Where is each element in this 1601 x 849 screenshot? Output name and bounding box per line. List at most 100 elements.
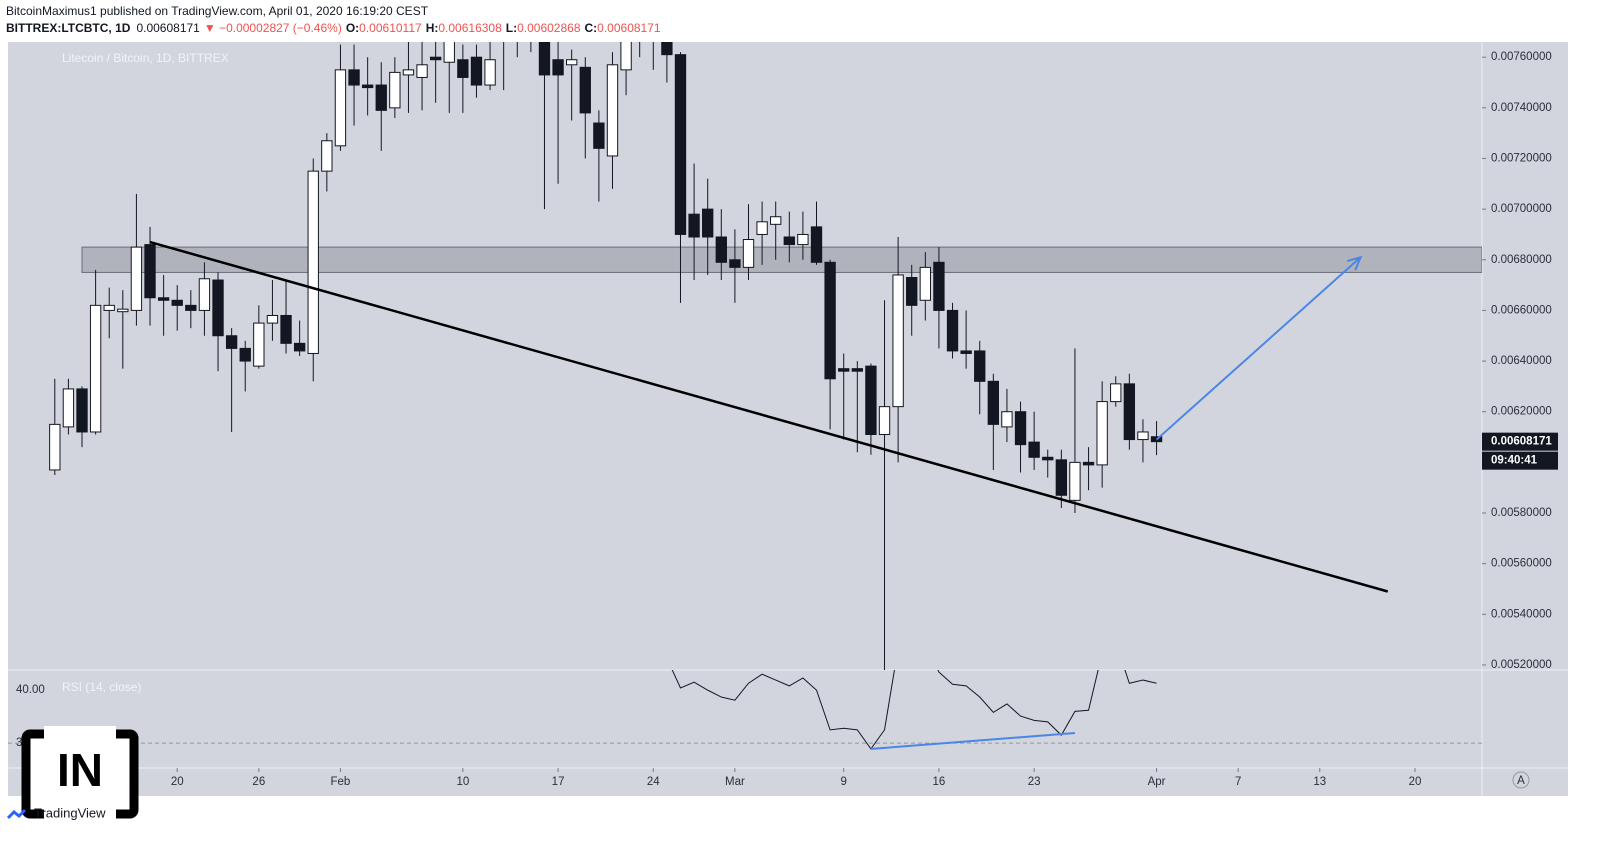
candle-body <box>606 64 619 157</box>
last-price-label: 0.00608171 <box>1491 436 1552 448</box>
candle-body <box>906 277 918 306</box>
candle-body <box>933 261 945 311</box>
candle-body <box>198 278 211 311</box>
candle-body <box>1082 461 1095 466</box>
candle-body <box>729 259 741 268</box>
symbol: BITTREX:LTCBTC, 1D <box>6 21 131 35</box>
candle-body <box>919 266 931 301</box>
candle-body <box>1110 383 1122 403</box>
candle-body <box>307 170 319 354</box>
candle-body <box>960 350 972 354</box>
brand: TradingView <box>34 805 106 820</box>
y-tick-label: 0.00580000 <box>1491 507 1552 519</box>
candle-body <box>348 69 360 86</box>
brand-icon <box>6 808 27 820</box>
candle-body <box>293 342 306 352</box>
candle-body <box>1123 383 1136 441</box>
ohlc-value: 0.00616308 <box>438 21 502 35</box>
candle-body <box>49 423 61 471</box>
candle-body <box>1137 431 1149 441</box>
candle-body <box>1042 456 1054 461</box>
x-tick-label: 26 <box>252 776 265 788</box>
candle-body <box>838 368 850 372</box>
logo-text: IN <box>57 744 103 796</box>
candle-body <box>443 42 455 63</box>
y-tick-label: 0.00560000 <box>1491 558 1552 570</box>
candle-body <box>526 7 536 20</box>
candle-body <box>797 233 809 246</box>
y-tick-label: 0.00720000 <box>1491 153 1552 165</box>
candle-body <box>375 84 387 111</box>
candle-body <box>402 69 415 76</box>
rsi-tick-label: 40.00 <box>16 684 45 696</box>
candle-body <box>538 42 551 76</box>
pane-title: Litecoin / Bitcoin, 1D, BITTREX <box>62 51 229 65</box>
candle-body <box>429 56 442 61</box>
countdown: 09:40:41 <box>1491 455 1538 467</box>
candle-body <box>593 122 605 149</box>
candle-body <box>878 406 891 436</box>
candle-body <box>321 140 333 172</box>
candle-body <box>361 84 374 89</box>
last-price: 0.00608171 <box>136 21 200 35</box>
candle-body <box>1014 411 1027 446</box>
candle-body <box>783 236 795 246</box>
candle-body <box>810 226 823 263</box>
candle-body <box>892 274 904 408</box>
candle-body <box>1001 411 1013 428</box>
price-pane <box>49 7 1482 670</box>
ohlc-key: O: <box>346 21 359 35</box>
candle-body <box>470 56 483 86</box>
ohlc-value: 0.00610117 <box>359 21 422 35</box>
candle-body <box>674 54 687 235</box>
candle-body <box>103 304 115 311</box>
y-tick-label: 0.00520000 <box>1491 659 1552 671</box>
arrow-line <box>1155 256 1362 441</box>
auto-scale-button[interactable] <box>1512 771 1530 789</box>
candle-body <box>579 66 591 114</box>
ohlc-key: C: <box>585 21 598 35</box>
candle-body <box>552 59 564 76</box>
x-tick-label: 10 <box>456 776 469 788</box>
x-tick-label: 13 <box>1313 776 1326 788</box>
change: ▼ −0.00002827 (−0.46%) <box>204 21 342 35</box>
candle-body <box>389 71 401 109</box>
candle-body <box>661 42 673 56</box>
candle-body <box>212 279 224 337</box>
y-tick-label: 0.00620000 <box>1491 406 1552 418</box>
symbol-line: BITTREX:LTCBTC, 1D 0.00608171 ▼ −0.0000282… <box>6 21 661 35</box>
rsi-pane <box>8 670 1482 750</box>
candle-body <box>239 347 251 362</box>
candle-body <box>974 350 986 382</box>
x-tick-label: Apr <box>1148 776 1166 788</box>
x-tick-label: 20 <box>171 776 184 788</box>
x-tick-label: 9 <box>841 776 847 788</box>
candle-body <box>865 365 877 435</box>
logo-gap <box>44 726 116 822</box>
rsi-divergence <box>870 732 1076 750</box>
candle-body <box>824 261 836 380</box>
candle-body <box>756 221 768 235</box>
x-tick-label: 24 <box>647 776 660 788</box>
x-tick-label: Feb <box>331 776 351 788</box>
ohlc-value: 0.00608171 <box>597 21 661 35</box>
candle-body <box>76 388 88 433</box>
candle-body <box>253 322 265 367</box>
auto-scale-label[interactable]: A <box>1517 775 1525 787</box>
candle-body <box>851 368 863 372</box>
ohlc-value: 0.00602868 <box>517 21 581 35</box>
candle-body <box>62 388 75 428</box>
candle-body <box>512 7 522 20</box>
y-tick-label: 0.00700000 <box>1491 203 1552 215</box>
candle-body <box>1069 461 1081 501</box>
x-tick-label: 20 <box>1409 776 1422 788</box>
candle-body <box>702 208 714 238</box>
last-price-tag <box>1482 432 1558 451</box>
candle-body <box>484 59 496 86</box>
x-tick-label: 16 <box>933 776 946 788</box>
candle-body <box>334 69 347 147</box>
resistance-zone <box>81 246 1482 273</box>
candle-body <box>144 244 156 299</box>
candle-body <box>117 308 129 313</box>
